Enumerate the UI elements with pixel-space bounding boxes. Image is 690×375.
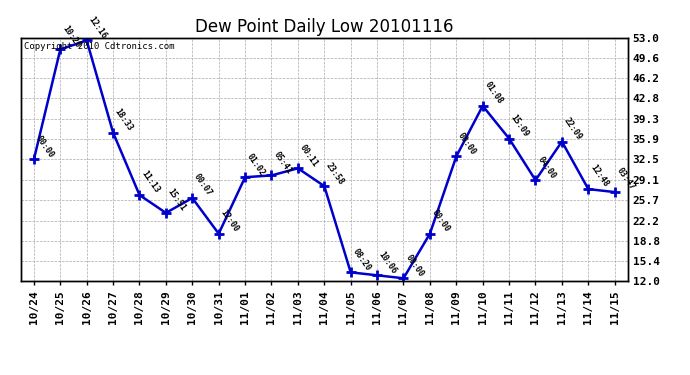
Text: Copyright 2010 Cdtronics.com: Copyright 2010 Cdtronics.com — [23, 42, 175, 51]
Text: 15:51: 15:51 — [166, 187, 188, 213]
Text: 18:33: 18:33 — [113, 107, 135, 133]
Text: 00:11: 00:11 — [298, 142, 319, 168]
Text: 00:00: 00:00 — [456, 131, 478, 156]
Text: 11:13: 11:13 — [139, 170, 161, 195]
Text: 00:07: 00:07 — [193, 172, 214, 198]
Text: 10:06: 10:06 — [377, 250, 399, 275]
Text: 12:16: 12:16 — [87, 15, 108, 40]
Text: 00:00: 00:00 — [34, 134, 56, 159]
Text: 05:41: 05:41 — [271, 150, 293, 176]
Text: 12:48: 12:48 — [589, 164, 610, 189]
Text: 08:20: 08:20 — [351, 247, 373, 272]
Title: Dew Point Daily Low 20101116: Dew Point Daily Low 20101116 — [195, 18, 453, 36]
Text: 12:00: 12:00 — [219, 208, 240, 234]
Text: 00:00: 00:00 — [404, 253, 425, 278]
Text: 15:09: 15:09 — [509, 113, 531, 139]
Text: 22:09: 22:09 — [562, 116, 584, 141]
Text: 01:02: 01:02 — [245, 152, 267, 177]
Text: 23:58: 23:58 — [324, 160, 346, 186]
Text: 10:20: 10:20 — [60, 24, 82, 50]
Text: 01:08: 01:08 — [483, 80, 504, 106]
Text: 04:00: 04:00 — [535, 154, 558, 180]
Text: 03:47: 03:47 — [615, 166, 636, 192]
Text: 00:00: 00:00 — [430, 208, 452, 234]
